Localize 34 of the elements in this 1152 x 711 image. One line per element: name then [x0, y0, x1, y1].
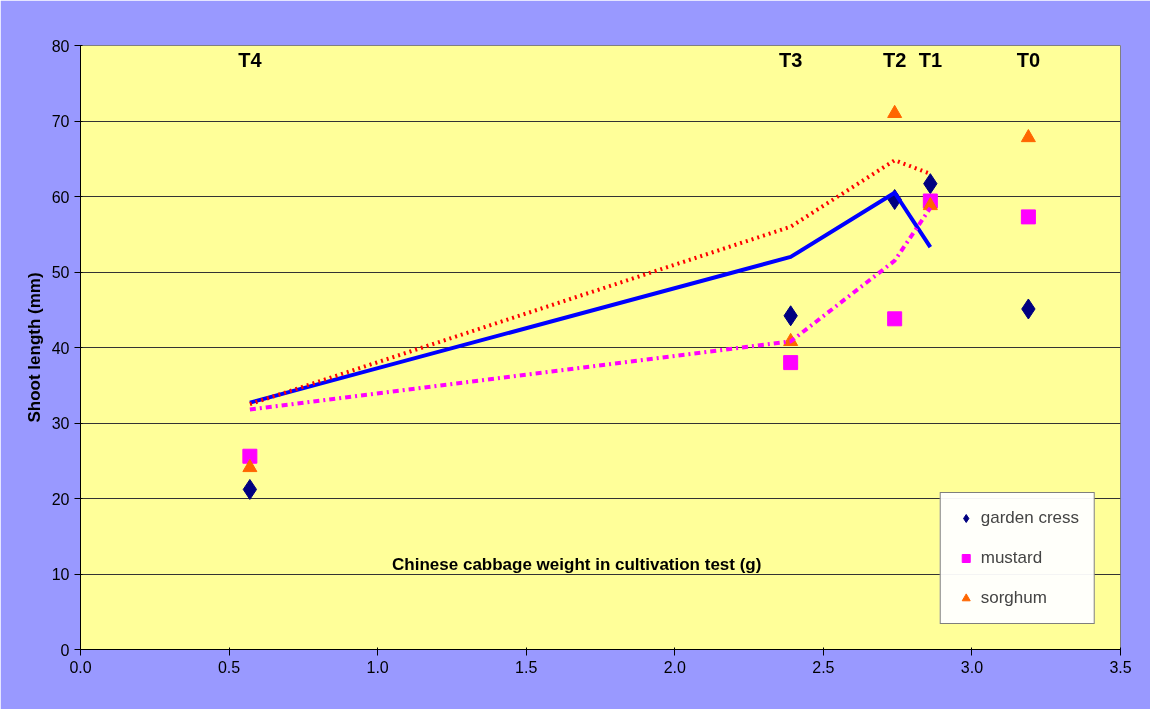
annotation: T0 [1016, 48, 1041, 71]
point [887, 311, 903, 327]
y-tick-label: 0 [60, 641, 70, 659]
y-tick-label: 40 [51, 339, 70, 357]
y-axis-title: Shoot length (mm) [24, 272, 44, 423]
annotation: T4 [238, 48, 263, 71]
x-tick-label: 2.0 [663, 658, 687, 676]
x-axis-title: Chinese cabbage weight in cultivation test (g) [392, 555, 762, 574]
point [1020, 209, 1036, 225]
y-tick-label: 50 [51, 264, 70, 281]
y-tick-label: 30 [51, 415, 70, 432]
point [1020, 129, 1036, 143]
y-tick-label: 60 [51, 188, 70, 206]
annotation: T3 [779, 48, 803, 71]
y-tick-label: 70 [51, 113, 70, 130]
legend-label: garden cress [980, 508, 1079, 528]
x-tick-label: 1.5 [515, 658, 538, 676]
point [242, 458, 258, 473]
y-tick-label: 80 [51, 37, 70, 55]
x-tick-label: 0.0 [69, 658, 92, 676]
annotation: T2 [883, 48, 907, 71]
x-tick-label: 0.5 [217, 658, 241, 676]
point [242, 478, 258, 500]
y-tick-label: 10 [51, 566, 70, 583]
legend-label: mustard [980, 548, 1043, 568]
point [242, 448, 258, 464]
y-tick-label: 20 [51, 490, 70, 508]
point [783, 355, 799, 371]
x-tick-label: 1.0 [366, 658, 389, 676]
annotation: T1 [918, 48, 942, 71]
x-tick-label: 2.5 [812, 658, 835, 676]
x-tick-label: 3.5 [1109, 658, 1132, 676]
x-tick-label: 3.0 [960, 658, 984, 676]
legend-label: sorghum [980, 588, 1047, 608]
